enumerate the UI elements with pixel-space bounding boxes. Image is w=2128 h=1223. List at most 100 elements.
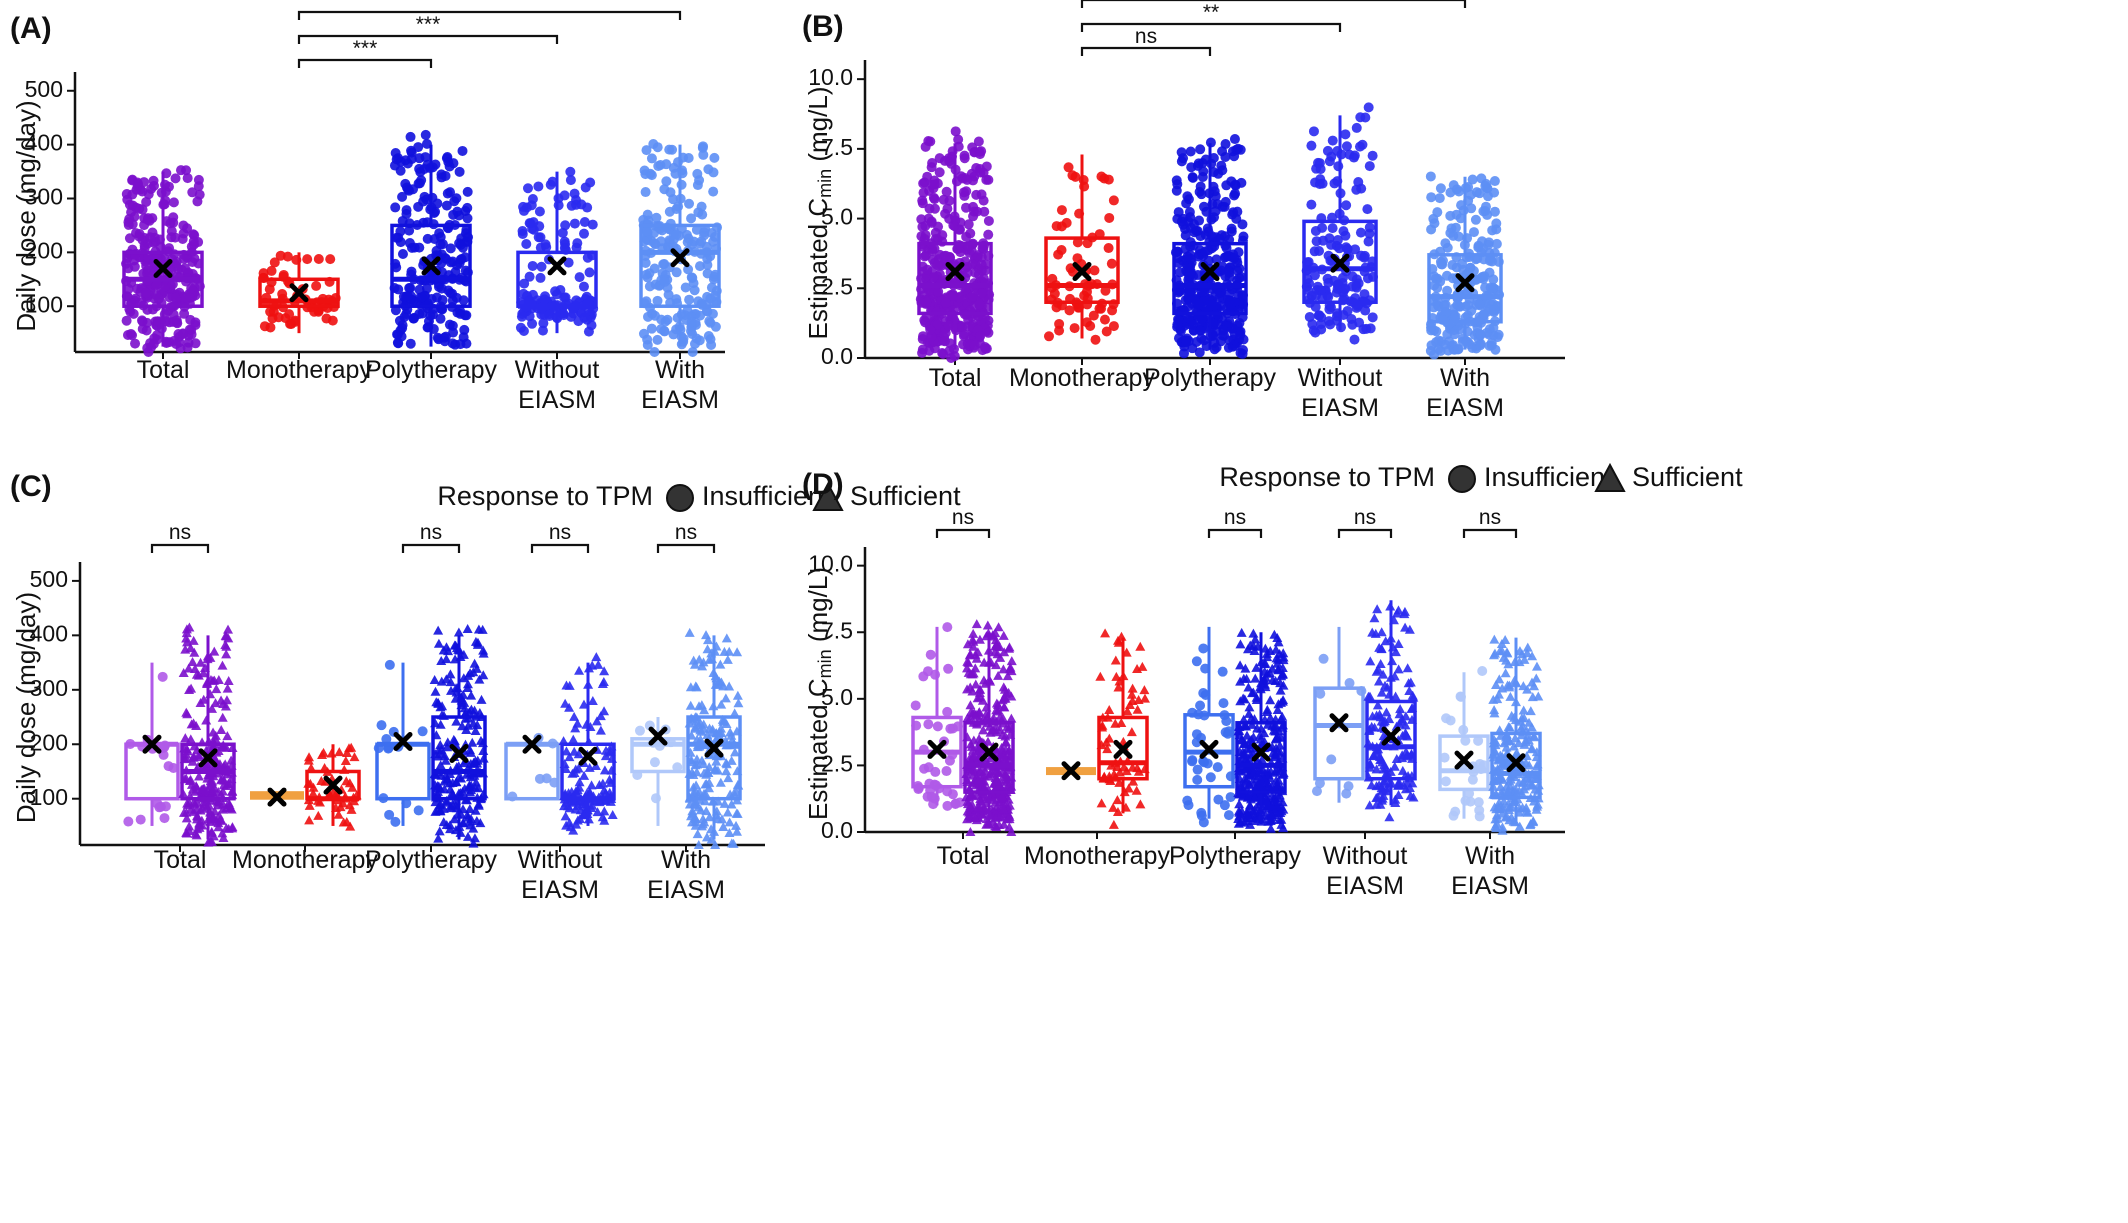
data-point	[447, 338, 458, 349]
data-point	[1525, 706, 1536, 716]
data-point	[1440, 776, 1451, 787]
data-point	[1310, 290, 1321, 301]
x-category-label: Total	[929, 364, 982, 392]
box	[917, 241, 993, 316]
data-point	[404, 283, 415, 294]
data-point	[1211, 326, 1222, 337]
data-point	[189, 253, 200, 264]
data-point	[695, 310, 706, 321]
data-point	[1522, 642, 1533, 652]
box-group	[250, 787, 304, 807]
x-category-line: EIASM	[521, 876, 599, 904]
data-point	[961, 202, 972, 213]
data-point	[691, 333, 702, 344]
data-point	[1316, 319, 1327, 330]
data-point	[1331, 240, 1342, 251]
data-point	[1306, 199, 1317, 210]
box-group	[684, 627, 744, 849]
data-point	[598, 677, 609, 687]
data-point	[684, 294, 695, 305]
x-category-line: EIASM	[518, 386, 596, 414]
data-point	[1351, 184, 1362, 195]
data-point	[1185, 253, 1196, 264]
data-point	[1478, 206, 1489, 217]
data-point	[1432, 207, 1443, 218]
data-point	[395, 165, 406, 176]
data-point	[1344, 149, 1355, 160]
box-group	[1046, 761, 1096, 781]
data-point	[1445, 227, 1456, 238]
data-point	[682, 305, 693, 316]
data-point	[340, 755, 351, 765]
data-point	[954, 224, 965, 235]
data-point	[302, 254, 313, 265]
data-point	[676, 179, 687, 190]
data-point	[939, 155, 950, 166]
data-point	[419, 191, 430, 202]
data-point	[1309, 270, 1320, 281]
data-point	[435, 313, 446, 324]
data-point	[1181, 335, 1192, 346]
data-point	[1318, 653, 1329, 664]
data-point	[137, 316, 148, 327]
data-point	[916, 214, 927, 225]
y-tick-label: 5.0	[821, 204, 853, 230]
data-point	[662, 314, 673, 325]
data-point	[1333, 161, 1344, 172]
data-point	[661, 176, 672, 187]
data-point	[201, 715, 212, 725]
data-point	[1101, 326, 1112, 337]
data-point	[566, 200, 577, 211]
data-point	[1474, 299, 1485, 310]
data-point	[454, 166, 465, 177]
data-point	[178, 253, 189, 264]
data-point	[1195, 144, 1206, 155]
data-point	[170, 173, 181, 184]
data-point	[1322, 145, 1333, 156]
data-point	[925, 649, 936, 660]
data-point	[417, 726, 428, 737]
x-category-label: Polytherapy	[1144, 364, 1277, 392]
bracket-line	[1462, 528, 1518, 538]
data-point	[710, 321, 721, 332]
y-axis-label-unit: (mg/L)	[803, 87, 833, 169]
data-point	[1088, 310, 1099, 321]
x-category-line: Polytherapy	[365, 356, 498, 384]
data-point	[1235, 639, 1246, 649]
x-category-label: Polytherapy	[365, 356, 498, 384]
data-point	[405, 131, 416, 142]
data-point	[430, 206, 441, 217]
box-group	[121, 165, 205, 357]
data-point	[170, 292, 181, 303]
data-point	[708, 167, 719, 178]
data-point	[1363, 236, 1374, 247]
data-point	[1063, 162, 1074, 173]
data-point	[181, 292, 192, 303]
data-point	[1223, 810, 1234, 821]
data-point	[1381, 707, 1392, 717]
data-point	[1061, 217, 1072, 228]
data-point	[1180, 230, 1191, 241]
data-point	[476, 694, 487, 704]
data-point	[692, 829, 703, 839]
data-point	[980, 341, 991, 352]
data-point	[124, 214, 135, 225]
data-point	[1054, 318, 1065, 329]
x-category-line: With	[1440, 364, 1490, 392]
data-point	[720, 693, 731, 703]
data-point	[706, 339, 717, 350]
significance-bracket: ns	[1080, 25, 1212, 56]
data-point	[533, 181, 544, 192]
box-group	[1438, 665, 1490, 822]
data-point	[982, 620, 993, 630]
data-point	[190, 338, 201, 349]
data-point	[1217, 165, 1228, 176]
data-point	[157, 671, 168, 682]
data-point	[923, 719, 934, 730]
data-point	[696, 236, 707, 247]
data-point	[967, 259, 978, 270]
data-point	[661, 159, 672, 170]
data-point	[1226, 223, 1237, 234]
data-point	[182, 342, 193, 353]
data-point	[1489, 176, 1500, 187]
